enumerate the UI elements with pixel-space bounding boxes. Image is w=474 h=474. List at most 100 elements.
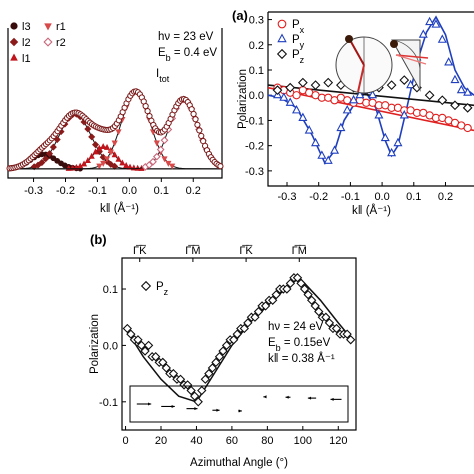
panel-a-point-Py bbox=[399, 110, 409, 119]
panel-b-point-Pz bbox=[253, 306, 264, 317]
total-intensity-point bbox=[190, 110, 197, 118]
component-point-r1 bbox=[96, 163, 103, 170]
panel-a-fit-Px bbox=[267, 86, 474, 132]
panel-b-point-Pz bbox=[232, 329, 242, 339]
panel-a-y-axis-label: Polarization bbox=[237, 69, 249, 129]
panel-b-point-Pz bbox=[268, 295, 278, 305]
polarization-panel-a: (a) -0.3 -0.2 -0.1 0.0 0.1 0.2 -0.3 -0.2 -0.1 0.0… bbox=[232, 8, 474, 217]
component-point-l2 bbox=[49, 143, 57, 151]
panel-b-top-label: Γ̅M̅ bbox=[292, 245, 307, 257]
panel-a-y-tick-label: -0.1 bbox=[245, 115, 264, 127]
panel-b-point-Pz bbox=[243, 318, 253, 328]
component-point-r1 bbox=[100, 160, 107, 167]
component-point-l1 bbox=[103, 143, 111, 150]
legend-label-r2: r2 bbox=[56, 37, 66, 49]
panel-b-x-tick-label: 80 bbox=[261, 435, 273, 447]
component-point-r1 bbox=[169, 163, 176, 170]
panel-b-axes bbox=[121, 257, 357, 431]
panel-b-point-Pz bbox=[186, 385, 196, 396]
total-intensity-point bbox=[144, 107, 151, 115]
panel-b-top-label: Γ̅K̅ bbox=[239, 245, 253, 257]
panel-b-point-Pz bbox=[321, 312, 331, 322]
panel-a-label: (a) bbox=[232, 8, 248, 23]
panel-b-point-Pz bbox=[182, 380, 193, 390]
panel-a-y-tick-label: -0.3 bbox=[245, 166, 264, 178]
component-point-l1 bbox=[100, 143, 107, 150]
total-intensity-point bbox=[217, 163, 224, 170]
spin-arrows bbox=[136, 395, 342, 413]
panel-b-point-Pz bbox=[342, 329, 352, 339]
panel-b-point-Pz bbox=[346, 335, 356, 345]
panel-b-x-axis-label: Azimuthal Angle (°) bbox=[190, 457, 288, 469]
component-point-l1 bbox=[96, 144, 103, 151]
component-point-l2 bbox=[99, 153, 107, 161]
panel-a-point-Pz bbox=[399, 75, 410, 85]
panel-a-point-Pz bbox=[285, 82, 296, 93]
intensity-total-label: Itot bbox=[156, 68, 170, 84]
panel-a-x-axis-label: k‖ (Å⁻¹) bbox=[352, 204, 391, 217]
panel-b-point-Pz bbox=[136, 340, 147, 351]
panel-b-annotation-line: Eb = 0.15eV bbox=[268, 337, 331, 353]
total-intensity-point bbox=[198, 132, 205, 140]
intensity-hv-label: hν = 23 eV bbox=[158, 31, 214, 43]
component-point-r2 bbox=[149, 157, 157, 166]
panel-a-point-Pz bbox=[462, 102, 473, 113]
geometry-inset-diagram bbox=[335, 35, 429, 94]
component-point-r2 bbox=[160, 136, 169, 145]
panel-b-legend: Pz bbox=[140, 280, 169, 297]
panel-b-point-Pz bbox=[214, 352, 225, 362]
component-point-r1 bbox=[161, 156, 168, 163]
panel-b-point-Pz bbox=[168, 368, 179, 379]
component-point-l2 bbox=[84, 125, 92, 133]
panel-a-point-Py bbox=[444, 57, 454, 66]
panel-b-point-Pz bbox=[158, 357, 168, 368]
legend-label-l1: l1 bbox=[22, 53, 31, 65]
panel-a-y-tick-label: 0.3 bbox=[249, 15, 264, 27]
polarization-panel-b: (b) Γ̅K̅ Γ̅M̅ Γ̅K̅ Γ̅M̅ 0 20 40 60 80 100 120 -0.1… bbox=[89, 232, 357, 469]
intensity-x-tick-label: 0.0 bbox=[122, 185, 137, 197]
panel-a-x-tick-label: 0.0 bbox=[374, 191, 389, 203]
intensity-x-tick-label: -0.3 bbox=[24, 185, 43, 197]
component-point-r1 bbox=[115, 129, 122, 136]
panel-a-x-tick-label: -0.2 bbox=[309, 191, 328, 203]
panel-a-point-Pz bbox=[323, 77, 334, 88]
panel-b-point-Pz bbox=[211, 357, 221, 368]
component-point-l1 bbox=[115, 155, 122, 162]
panel-b-point-Pz bbox=[126, 329, 136, 339]
panel-a-point-Py bbox=[387, 147, 397, 157]
panel-a-point-Py bbox=[336, 122, 346, 132]
panel-b-x-tick-label: 40 bbox=[190, 435, 202, 447]
component-point-r1 bbox=[103, 156, 111, 163]
panel-a-point-Py bbox=[380, 132, 390, 142]
panel-b-point-Pz bbox=[250, 312, 260, 322]
panel-b-top-label: Γ̅M̅ bbox=[185, 245, 200, 257]
component-point-r1 bbox=[111, 140, 118, 147]
panel-a-point-Pz bbox=[272, 85, 283, 96]
panel-a-point-Py bbox=[298, 112, 308, 121]
total-intensity-point bbox=[194, 121, 201, 128]
component-point-l2 bbox=[107, 160, 115, 168]
panel-a-point-Py bbox=[431, 19, 441, 28]
spin-arrow-head bbox=[171, 404, 175, 408]
panel-a-point-Py bbox=[279, 92, 289, 101]
panel-a-point-Py bbox=[437, 34, 447, 43]
panel-a-x-tick-label: 0.2 bbox=[438, 191, 453, 203]
panel-b-x-tick-label: 20 bbox=[155, 435, 167, 447]
panel-b-x-tick-label: 0 bbox=[122, 435, 128, 447]
panel-b-annotation-line: k‖ = 0.38 Å⁻¹ bbox=[268, 352, 335, 365]
panel-a-point-Py bbox=[304, 125, 314, 134]
panel-b-point-Pz bbox=[260, 301, 271, 311]
panel-b-point-Pz bbox=[197, 385, 207, 396]
panel-a-point-Py bbox=[349, 94, 359, 104]
panel-a-point-Py bbox=[393, 137, 403, 147]
total-intensity-point bbox=[196, 127, 203, 134]
component-point-l2 bbox=[88, 133, 96, 141]
panel-b-y-tick-label: 0.0 bbox=[103, 340, 118, 352]
legend-marker-r1 bbox=[44, 23, 52, 31]
panel-a-legend-marker-Py bbox=[277, 33, 287, 43]
spin-arrow-head bbox=[285, 395, 289, 399]
panel-a-point-Px bbox=[292, 91, 301, 100]
